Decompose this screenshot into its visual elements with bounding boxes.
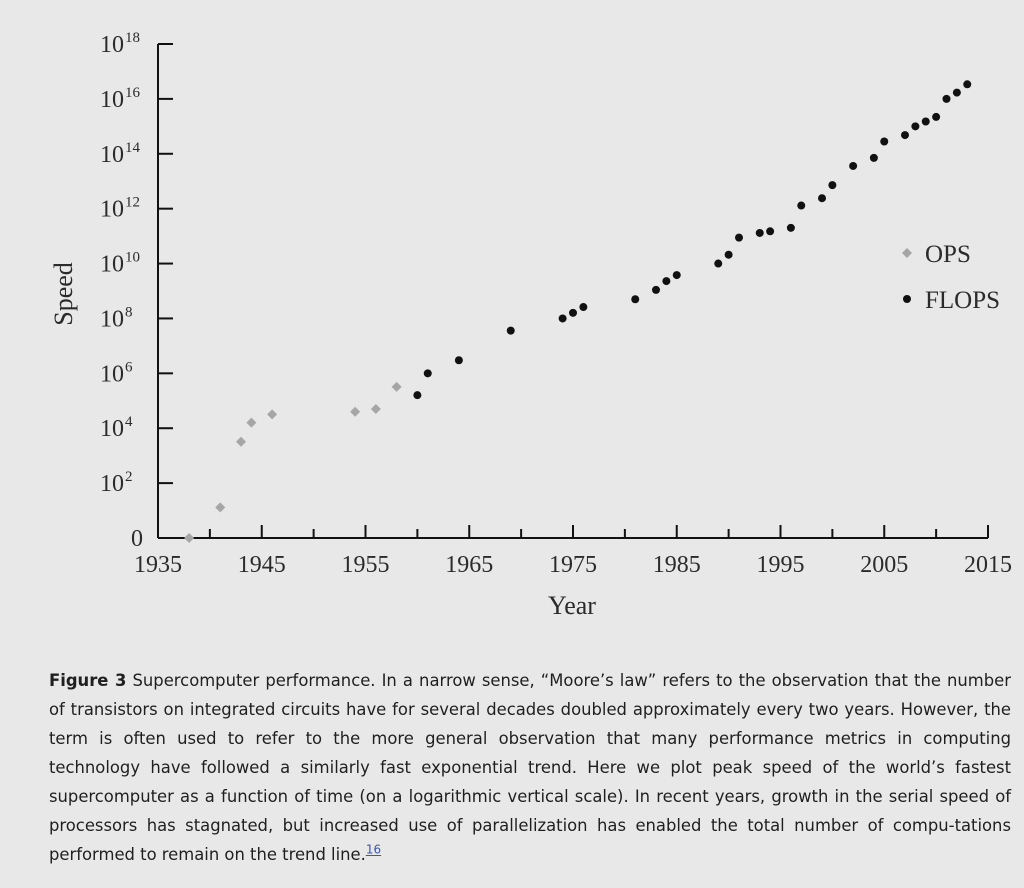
legend-label: FLOPS bbox=[925, 287, 1000, 314]
y-tick-label: 10 bbox=[100, 361, 124, 387]
y-tick-exponent: 4 bbox=[125, 414, 133, 430]
flops-point bbox=[786, 223, 795, 232]
ops-point bbox=[350, 406, 361, 417]
y-tick-exponent: 14 bbox=[125, 140, 141, 156]
flops-point bbox=[662, 277, 671, 286]
flops-point bbox=[828, 181, 837, 190]
flops-point bbox=[579, 303, 588, 312]
chart-axes bbox=[157, 44, 988, 539]
flops-point bbox=[818, 194, 826, 203]
flops-point bbox=[766, 227, 775, 236]
y-tick-label: 10 bbox=[100, 197, 124, 223]
flops-point bbox=[714, 259, 723, 268]
flops-point bbox=[454, 356, 463, 365]
legend-flops-marker bbox=[903, 295, 911, 303]
y-tick-exponent: 18 bbox=[125, 30, 140, 46]
ops-point bbox=[184, 533, 195, 543]
flops-point bbox=[735, 233, 743, 242]
figure-label: Figure 3 bbox=[49, 671, 127, 690]
flops-point bbox=[558, 314, 567, 323]
flops-point bbox=[631, 295, 640, 304]
x-tick-label: 1975 bbox=[549, 552, 597, 578]
flops-point bbox=[921, 117, 930, 126]
flops-point bbox=[506, 326, 515, 335]
y-tick-exponent: 10 bbox=[125, 250, 140, 266]
flops-point bbox=[911, 122, 920, 131]
flops-point bbox=[423, 369, 432, 378]
y-tick-exponent: 6 bbox=[125, 359, 133, 375]
flops-point bbox=[963, 80, 972, 89]
y-tick-label: 0 bbox=[131, 526, 143, 552]
flops-point bbox=[569, 308, 577, 317]
figure-caption: Figure 3 Supercomputer performance. In a… bbox=[49, 666, 1011, 869]
y-tick-exponent: 16 bbox=[125, 85, 141, 101]
legend-ops-marker bbox=[902, 248, 912, 258]
chart-legend: OPS FLOPS bbox=[902, 241, 1000, 314]
flops-point bbox=[672, 271, 681, 280]
x-tick-label: 1945 bbox=[238, 552, 286, 578]
x-tick-label: 1985 bbox=[653, 552, 701, 578]
y-tick-label: 10 bbox=[100, 306, 124, 332]
data-points bbox=[184, 80, 972, 543]
flops-point bbox=[952, 88, 961, 97]
y-tick-label: 10 bbox=[100, 252, 124, 278]
flops-point bbox=[652, 285, 660, 294]
ops-point bbox=[215, 502, 226, 513]
y-axis-label: Speed bbox=[49, 262, 78, 326]
flops-point bbox=[849, 161, 858, 170]
x-tick-label: 2005 bbox=[860, 552, 908, 578]
x-tick-label: 1955 bbox=[342, 552, 390, 578]
x-tick-label: 1935 bbox=[134, 552, 182, 578]
x-axis-label: Year bbox=[548, 591, 596, 620]
y-tick-label: 10 bbox=[100, 32, 124, 58]
ops-point bbox=[246, 417, 257, 428]
x-tick-label: 2015 bbox=[964, 552, 1012, 578]
x-tick-label: 1995 bbox=[757, 552, 805, 578]
flops-point bbox=[901, 131, 909, 140]
x-tick-label: 1965 bbox=[445, 552, 493, 578]
flops-point bbox=[755, 228, 764, 237]
footnote-link[interactable]: 16 bbox=[365, 842, 382, 857]
y-tick-exponent: 2 bbox=[125, 469, 133, 485]
flops-point bbox=[724, 250, 733, 259]
flops-point bbox=[942, 94, 951, 103]
flops-point bbox=[797, 201, 806, 210]
ops-point bbox=[391, 381, 402, 392]
flops-point bbox=[932, 112, 941, 121]
flops-point bbox=[413, 391, 422, 400]
y-tick-exponent: 8 bbox=[125, 304, 133, 320]
ops-point bbox=[267, 409, 278, 420]
y-tick-label: 10 bbox=[100, 142, 124, 168]
y-tick-exponent: 12 bbox=[125, 195, 140, 211]
y-tick-label: 10 bbox=[100, 471, 124, 497]
y-tick-label: 10 bbox=[100, 87, 124, 113]
legend-label: OPS bbox=[925, 241, 971, 268]
flops-point bbox=[869, 153, 878, 162]
y-tick-label: 10 bbox=[100, 416, 124, 442]
ops-point bbox=[236, 436, 246, 447]
ops-point bbox=[370, 404, 381, 415]
flops-point bbox=[880, 137, 889, 146]
x-axis-ticks: 1935 1945 1955 1965 1975 1985 1995 2005 2015 bbox=[134, 525, 1012, 578]
caption-text: Supercomputer performance. In a narrow s… bbox=[49, 671, 1012, 864]
